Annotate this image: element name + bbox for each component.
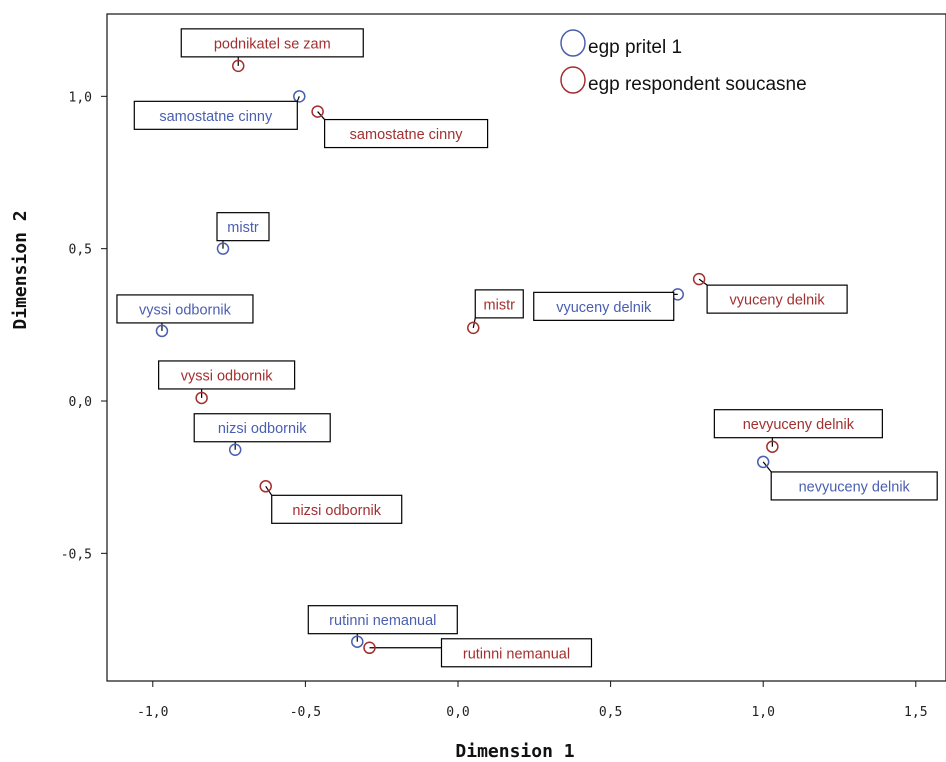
x-tick-label: 0,0 <box>446 705 469 720</box>
data-point <box>228 443 242 456</box>
point-label: nevyuceny delnik <box>799 479 911 495</box>
data-point <box>293 90 306 103</box>
point-label: samostatne cinny <box>350 127 464 143</box>
data-point <box>351 635 364 648</box>
point-label: vyuceny delnik <box>556 300 652 316</box>
point-label-box <box>180 28 364 58</box>
x-tick-label: 0,5 <box>599 705 622 720</box>
point-label-box <box>440 638 593 668</box>
point-label: rutinni nemanual <box>329 613 436 629</box>
point-label-box <box>271 494 403 524</box>
y-axis-title: Dimension 2 <box>10 210 31 329</box>
point-label-box <box>324 118 489 149</box>
point-label: podnikatel se zam <box>214 36 331 52</box>
point-label: rutinni nemanual <box>463 646 570 662</box>
point-label-box <box>158 360 296 390</box>
point-label: nizsi odbornik <box>292 503 381 519</box>
point-label-box <box>116 294 254 324</box>
data-point <box>311 105 324 118</box>
x-tick-label: 1,0 <box>751 705 774 720</box>
point-labels: samostatne cinny mistr vyssi odbornik nizsi… <box>116 28 938 668</box>
data-point <box>195 391 208 405</box>
data-point <box>216 242 230 255</box>
point-label-box <box>307 605 458 635</box>
point-label: vyuceny delnik <box>730 293 826 309</box>
data-point <box>363 641 376 655</box>
point-label: vyssi odbornik <box>181 368 274 384</box>
x-tick-label: -0,5 <box>290 705 321 720</box>
data-point <box>692 272 706 286</box>
point-label: vyssi odbornik <box>139 302 232 318</box>
data-point <box>232 59 245 73</box>
point-label-box <box>770 471 938 501</box>
axis-ticks: -1,0 -0,5 0,0 0,5 1,0 1,5 1,0 0,5 0,0 -0,5 <box>61 90 928 720</box>
x-tick-label: -1,0 <box>137 705 168 720</box>
data-point <box>155 324 169 338</box>
point-label-box <box>713 409 883 439</box>
point-label-box <box>193 413 331 443</box>
point-label: mistr <box>227 220 259 236</box>
legend-marker-series-1 <box>560 29 586 57</box>
data-point <box>259 480 272 493</box>
point-label: mistr <box>484 297 516 313</box>
leader-line <box>296 96 300 102</box>
point-label-box <box>133 100 298 130</box>
point-label-box <box>533 291 675 321</box>
point-label-box <box>474 289 524 319</box>
point-label: nizsi odbornik <box>218 421 307 437</box>
point-label-box <box>216 212 270 242</box>
point-label: nevyuceny delnik <box>743 417 855 433</box>
point-label: samostatne cinny <box>159 109 273 125</box>
leader-line <box>762 461 772 473</box>
data-points <box>155 59 779 655</box>
legend-label-series-1: egp pritel 1 <box>588 37 682 58</box>
y-tick-label: -0,5 <box>61 547 92 562</box>
legend: egp pritel 1 egp respondent soucasne <box>560 29 807 95</box>
legend-marker-series-2 <box>560 66 586 94</box>
data-point <box>766 440 779 453</box>
x-axis-title: Dimension 1 <box>455 741 574 762</box>
y-tick-label: 0,0 <box>69 395 92 410</box>
y-tick-label: 0,5 <box>69 243 92 258</box>
data-point <box>756 455 770 469</box>
data-point <box>467 321 480 335</box>
y-tick-label: 1,0 <box>69 90 92 105</box>
point-label-box <box>706 284 848 314</box>
legend-label-series-2: egp respondent soucasne <box>588 74 807 95</box>
x-tick-label: 1,5 <box>904 705 927 720</box>
